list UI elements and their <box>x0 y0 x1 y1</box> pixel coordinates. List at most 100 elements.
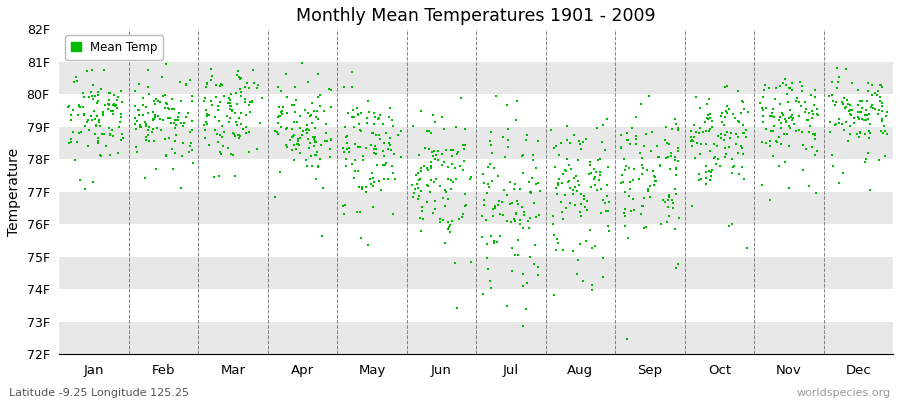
Point <box>354 110 368 116</box>
Point <box>283 136 297 143</box>
Point <box>234 89 248 96</box>
Point <box>70 78 85 84</box>
Point <box>183 77 197 84</box>
Point <box>493 211 508 217</box>
Point <box>840 97 854 104</box>
Point <box>571 178 585 185</box>
Point <box>755 182 770 188</box>
Point <box>622 193 636 199</box>
Point <box>652 163 667 170</box>
Point <box>765 112 779 119</box>
Point <box>502 201 517 207</box>
Point <box>858 159 872 165</box>
Point <box>626 166 641 173</box>
Point <box>795 88 809 95</box>
Point <box>287 119 302 126</box>
Point <box>94 153 108 160</box>
Point <box>617 223 632 230</box>
Point <box>507 216 521 222</box>
Point <box>212 173 226 179</box>
Point <box>637 195 652 202</box>
Point <box>198 119 212 126</box>
Point <box>428 176 443 182</box>
Point <box>159 153 174 160</box>
Point <box>105 108 120 114</box>
Point <box>300 126 314 132</box>
Point <box>161 115 176 121</box>
Point <box>159 61 174 67</box>
Point <box>365 204 380 210</box>
Point <box>292 113 307 120</box>
Point <box>278 71 293 77</box>
Point <box>582 227 597 234</box>
Point <box>90 113 104 119</box>
Point <box>658 199 672 205</box>
Point <box>570 188 584 194</box>
Point <box>647 173 662 180</box>
Point <box>354 128 368 134</box>
Point <box>337 84 351 90</box>
Point <box>721 223 735 229</box>
Point <box>766 106 780 113</box>
Point <box>492 198 507 204</box>
Point <box>270 128 284 135</box>
Point <box>875 102 889 109</box>
Point <box>482 160 497 167</box>
Point <box>573 201 588 208</box>
Point <box>517 271 531 278</box>
Point <box>292 125 307 131</box>
Point <box>619 162 634 169</box>
Point <box>719 151 733 157</box>
Point <box>162 106 176 112</box>
Point <box>475 291 490 297</box>
Point <box>209 82 223 88</box>
Point <box>412 152 427 158</box>
Point <box>376 176 391 182</box>
Point <box>862 135 877 141</box>
Point <box>114 137 129 143</box>
Point <box>515 204 529 210</box>
Point <box>294 132 309 138</box>
Point <box>875 118 889 124</box>
Point <box>420 181 435 188</box>
Point <box>496 134 510 140</box>
Point <box>520 132 535 138</box>
Point <box>759 105 773 111</box>
Point <box>299 126 313 133</box>
Point <box>140 67 155 73</box>
Point <box>504 200 518 206</box>
Point <box>338 156 353 162</box>
Point <box>458 142 473 148</box>
Point <box>69 74 84 80</box>
Point <box>555 171 570 178</box>
Point <box>767 123 781 129</box>
Point <box>85 116 99 123</box>
Point <box>563 200 578 206</box>
Point <box>861 88 876 94</box>
Point <box>795 129 809 136</box>
Point <box>377 140 392 146</box>
Point <box>500 102 514 108</box>
Point <box>393 128 408 134</box>
Point <box>739 127 753 133</box>
Point <box>601 223 616 229</box>
Point <box>522 179 536 185</box>
Point <box>406 194 420 200</box>
Point <box>324 87 338 93</box>
Point <box>158 92 173 98</box>
Point <box>839 119 853 126</box>
Point <box>86 93 100 100</box>
Point <box>89 123 104 129</box>
Point <box>723 135 737 142</box>
Point <box>500 218 514 224</box>
Point <box>301 78 315 85</box>
Point <box>669 165 683 171</box>
Point <box>346 114 361 120</box>
Point <box>646 182 661 188</box>
Point <box>764 110 778 117</box>
Point <box>669 191 683 198</box>
Point <box>634 162 649 168</box>
Point <box>524 188 538 195</box>
Bar <box>59 62 893 94</box>
Point <box>91 135 105 141</box>
